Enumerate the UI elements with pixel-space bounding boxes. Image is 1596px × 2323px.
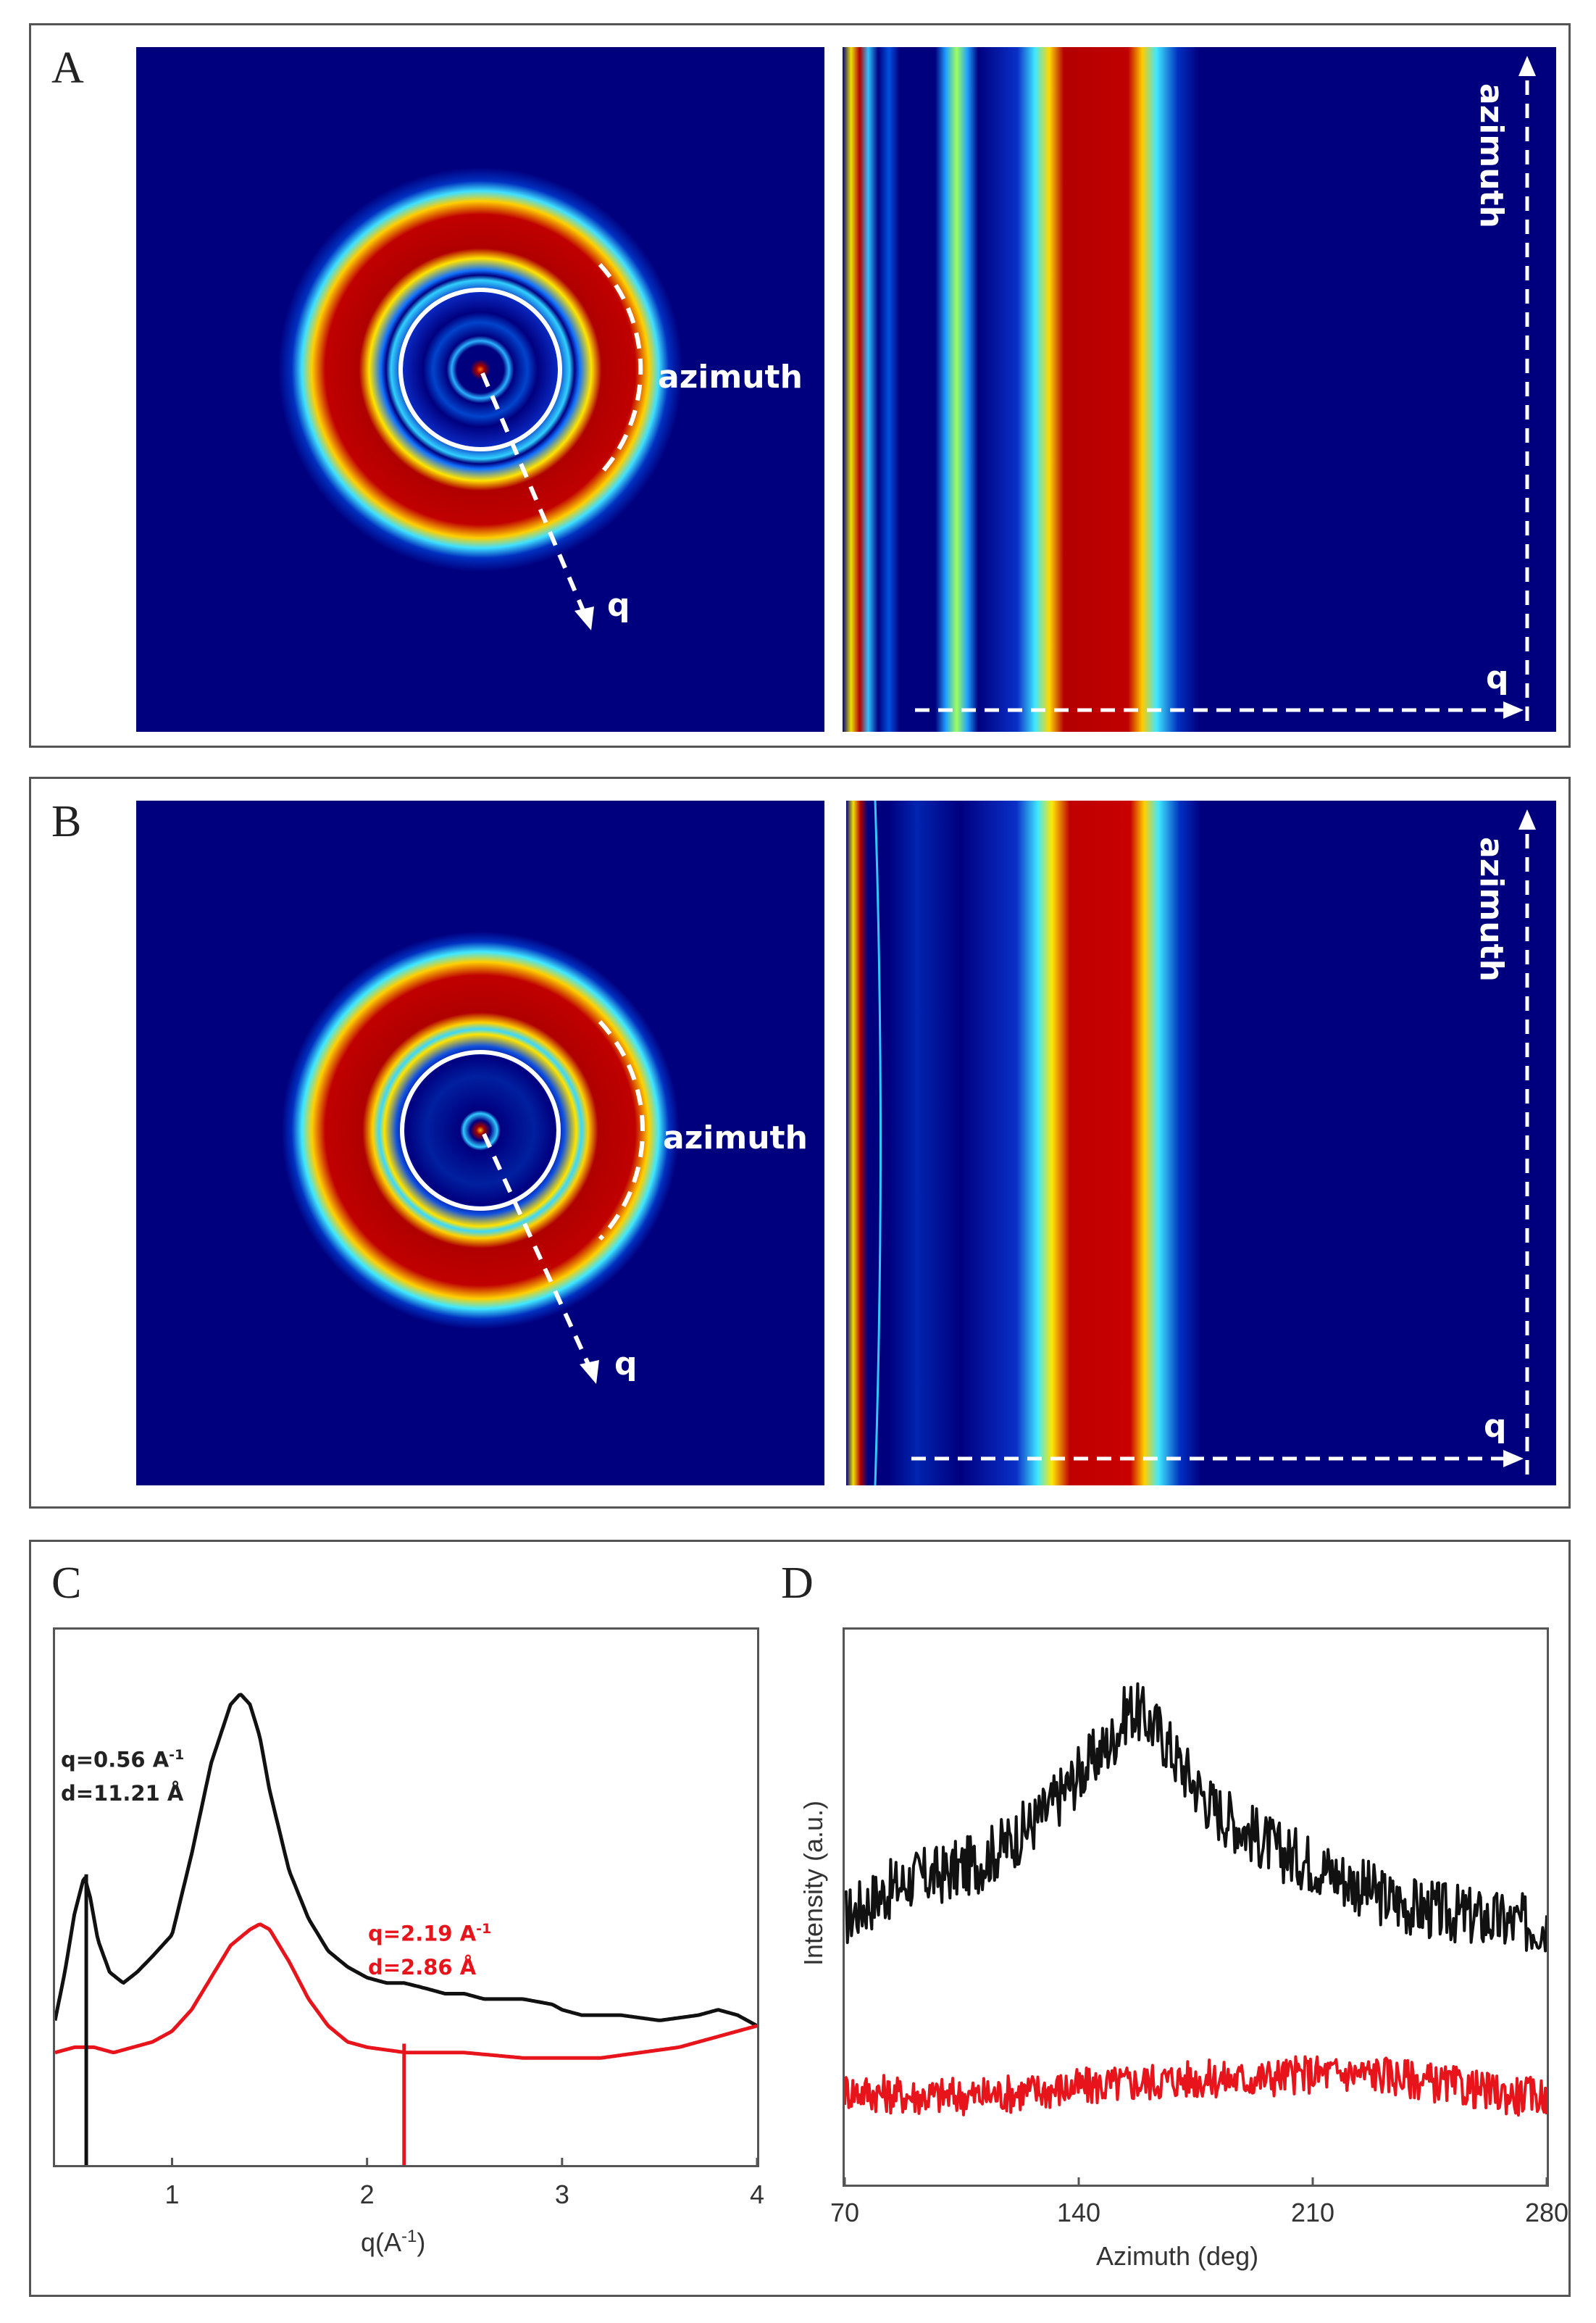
panel-a-azimuth-label: azimuth — [658, 359, 803, 396]
q-horizontal-arrow-head — [1503, 701, 1524, 719]
panel-b-azimuth-label: azimuth — [663, 1119, 808, 1156]
panel-a-unwrapped-q-label: q — [1486, 659, 1509, 696]
q-horizontal-arrow-head — [1503, 1450, 1524, 1467]
q-arrow-head — [580, 1360, 599, 1384]
series-line-red — [845, 2055, 1547, 2117]
chart-d-svg — [845, 1682, 1547, 2185]
azimuth-arrow-head — [1518, 56, 1536, 76]
panel-b-detector-image: azimuth q — [136, 801, 824, 1485]
integration-circle — [398, 288, 562, 451]
chart-d-ylabel: Intensity (a.u.) — [798, 1800, 828, 1967]
panel-b-unwrapped-pattern — [846, 801, 1556, 1485]
panel-b-ring-pattern — [136, 801, 824, 1485]
series-line-red — [55, 1922, 757, 2060]
x-tick-label: 4 — [750, 2180, 765, 2209]
chart-c-black-annotation: q=0.56 A-1 d=11.21 Å — [61, 1738, 184, 1810]
x-tick-label: 1 — [164, 2180, 180, 2209]
chart-c-red-annotation: q=2.19 A-1 d=2.86 Å — [368, 1912, 491, 1984]
chart-c-black-d: d=11.21 Å — [61, 1780, 184, 1806]
integration-circle — [400, 1050, 561, 1211]
panel-a-unwrapped-azimuth-label: azimuth — [1473, 83, 1510, 228]
x-tick-label: 140 — [1057, 2198, 1101, 2227]
panel-a-q-label: q — [607, 587, 630, 624]
chart-c-xlabel: q(A-1) — [361, 2227, 426, 2257]
x-tick-label: 70 — [830, 2198, 860, 2227]
panel-d-letter: D — [781, 1559, 814, 1608]
series-line-black — [55, 1693, 757, 2028]
panel-a-unwrapped-pattern — [843, 47, 1556, 732]
panel-b: B — [29, 777, 1571, 1509]
panel-b-unwrapped-q-label: q — [1484, 1408, 1507, 1445]
panel-a-letter: A — [51, 43, 84, 93]
series-line-black — [845, 1682, 1547, 1953]
panel-a: A — [29, 23, 1571, 748]
q-arrow-head — [575, 606, 594, 630]
azimuth-arc-arrow — [598, 1019, 645, 1241]
panel-b-q-label: q — [614, 1346, 638, 1382]
q-radial-arrow — [480, 372, 586, 614]
chart-d-plot-area — [843, 1627, 1549, 2187]
chart-c-red-q: q=2.19 A-1 — [368, 1921, 492, 1946]
panel-a-detector-image: azimuth q — [136, 47, 824, 732]
x-tick-label: 2 — [359, 2180, 375, 2209]
panel-b-unwrapped-image: azimuth q — [846, 801, 1556, 1485]
x-tick-label: 280 — [1525, 2198, 1569, 2227]
panel-a-unwrapped-image: azimuth q — [843, 47, 1556, 732]
panel-a-ring-pattern — [136, 47, 824, 732]
x-tick-label: 210 — [1291, 2198, 1335, 2227]
panel-c-letter: C — [51, 1559, 82, 1608]
panel-b-letter: B — [51, 797, 82, 846]
x-tick-label: 3 — [554, 2180, 569, 2209]
chart-c-plot-area: q=0.56 A-1 d=11.21 Å q=2.19 A-1 d=2.86 Å — [53, 1627, 759, 2167]
chart-c-black-q: q=0.56 A-1 — [61, 1747, 185, 1772]
azimuth-arc-arrow — [598, 262, 643, 477]
azimuth-arrow-head — [1518, 809, 1536, 830]
chart-c-svg — [55, 1693, 757, 2165]
panel-b-unwrapped-azimuth-label: azimuth — [1473, 837, 1510, 982]
chart-d-xlabel: Azimuth (deg) — [1096, 2241, 1259, 2271]
chart-c-red-d: d=2.86 Å — [368, 1954, 477, 1980]
panel-cd: C D q=0.56 A-1 d=11.21 Å q=2.19 A-1 d=2.… — [29, 1540, 1571, 2297]
q-radial-arrow — [482, 1133, 591, 1367]
